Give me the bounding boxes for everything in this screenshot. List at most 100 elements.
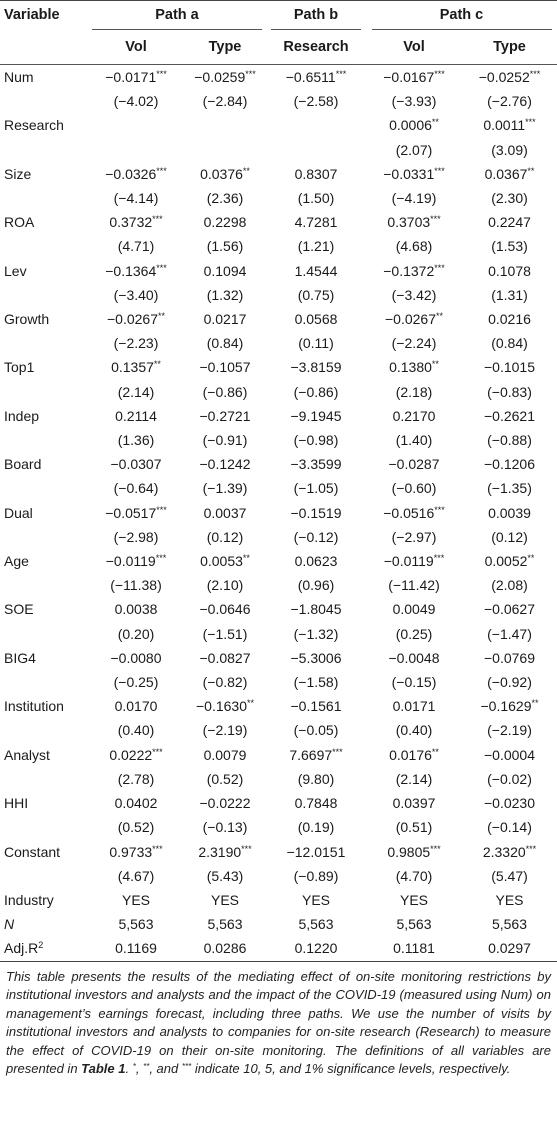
variable-name: Size — [4, 165, 32, 182]
table-row: ROA 0.3732*** 0.2298 4.7281 0.3703*** 0.2247 — [0, 210, 557, 234]
table-cell: −0.1372*** — [383, 262, 445, 279]
table-cell: (−0.14) — [487, 819, 532, 836]
column-header: Vol — [88, 30, 184, 65]
table-cell: 0.0367** — [484, 165, 535, 182]
table-cell: 0.9805*** — [387, 843, 441, 860]
table-row: (0.52) (−0.13) (0.19) (0.51) (−0.14) — [0, 815, 557, 839]
variable-name: Analyst — [4, 746, 50, 763]
table-cell: −0.0646 — [199, 601, 251, 618]
table-cell: (−0.91) — [202, 432, 248, 449]
variable-name — [0, 670, 88, 694]
table-cell: (−2.19) — [202, 722, 248, 739]
table-cell: 5,563 — [118, 916, 154, 933]
table-cell: −0.0307 — [110, 456, 162, 473]
table-cell: −0.0004 — [484, 746, 535, 763]
table-cell: 0.1181 — [366, 936, 462, 962]
table-cell: 1.4544 — [294, 262, 338, 279]
table-row: SOE 0.0038 −0.0646 −1.8045 0.0049 −0.0627 — [0, 597, 557, 621]
table-cell: 5,563 — [207, 916, 243, 933]
table-cell: 0.3732*** — [109, 214, 163, 231]
table-cell: 0.0053** — [200, 553, 250, 570]
table-cell: (2.78) — [117, 770, 155, 787]
table-row: Industry YES YES YES YES YES — [0, 888, 557, 912]
table-cell: (−0.98) — [293, 432, 339, 449]
table-cell: 0.7848 — [294, 795, 338, 812]
table-row: Growth −0.0267** 0.0217 0.0568 −0.0267** 0.02… — [0, 307, 557, 331]
table-cell: (−2.97) — [391, 528, 437, 545]
significance-stars: *** — [434, 504, 445, 515]
table-row: HHI 0.0402 −0.0222 0.7848 0.0397 −0.0230 — [0, 791, 557, 815]
table-cell: (−4.14) — [113, 190, 159, 207]
significance-stars: *** — [332, 746, 343, 757]
table-cell: (0.40) — [117, 722, 155, 739]
table-cell: −0.0119*** — [105, 553, 167, 570]
variable-name: Growth — [4, 311, 50, 328]
table-cell: 0.0170 — [114, 698, 158, 715]
table-cell: (−2.76) — [487, 93, 532, 110]
significance-stars: *** — [335, 69, 347, 79]
table-body: Num −0.0171*** −0.0259*** −0.6511*** −0.0167… — [0, 65, 557, 962]
table-cell: 0.1169 — [88, 936, 184, 962]
table-cell: 0.0216 — [488, 311, 531, 328]
table-cell: −0.0331*** — [383, 165, 445, 182]
table-row: Age −0.0119*** 0.0053** 0.0623 −0.0119*** 0.0… — [0, 549, 557, 573]
table-row: Board −0.0307 −0.1242 −3.3599 −0.0287 −0.1206 — [0, 452, 557, 476]
table-cell: 0.0568 — [294, 311, 338, 328]
table-cell: (0.25) — [395, 625, 433, 642]
table-cell: (−1.32) — [293, 625, 339, 642]
table-cell: −0.2621 — [484, 407, 535, 424]
table-cell: (2.18) — [395, 383, 433, 400]
variable-name: Research — [4, 117, 64, 134]
column-header: Research — [266, 30, 366, 65]
table-cell: (−0.92) — [487, 674, 532, 691]
significance-stars: ** — [527, 553, 535, 564]
significance-marker: ** — [143, 1062, 150, 1072]
table-cell — [266, 138, 366, 162]
table-cell: −0.0230 — [484, 795, 535, 812]
table-cell: 0.0171 — [392, 698, 436, 715]
table-cell: (−1.05) — [293, 480, 339, 497]
table-cell: YES — [210, 891, 239, 908]
table-row: (0.20) (−1.51) (−1.32) (0.25) (−1.47) — [0, 622, 557, 646]
table-cell: (1.56) — [206, 238, 244, 255]
variable-name — [0, 428, 88, 452]
table-cell: (−0.60) — [391, 480, 437, 497]
header-blank — [0, 30, 88, 65]
variable-name: Num — [4, 69, 34, 85]
group-header-path-b: Path b — [266, 1, 366, 30]
variable-name — [0, 234, 88, 258]
note-text: . — [125, 1061, 133, 1077]
variable-name — [0, 815, 88, 839]
table-cell: (−11.38) — [110, 577, 162, 594]
table-row: (−0.25) (−0.82) (−1.58) (−0.15) (−0.92) — [0, 670, 557, 694]
table-cell: (0.12) — [491, 528, 528, 545]
table-cell: (−0.13) — [202, 819, 248, 836]
significance-stars: ** — [242, 165, 250, 176]
variable-header: Variable — [4, 7, 60, 23]
table-cell: −0.0167*** — [383, 69, 445, 85]
table-cell: 0.1380** — [389, 359, 439, 376]
table-cell: (−0.88) — [487, 432, 532, 449]
table-row: Research 0.0006** 0.0011*** — [0, 113, 557, 137]
group-header-path-c: Path c — [366, 1, 557, 30]
variable-name — [0, 718, 88, 742]
table-row: Size −0.0326*** 0.0376** 0.8307 −0.0331*** 0.… — [0, 162, 557, 186]
table-row: (−3.40) (1.32) (0.75) (−3.42) (1.31) — [0, 283, 557, 307]
group-label: Path a — [92, 1, 262, 30]
table-cell: 0.0039 — [488, 504, 531, 521]
table-cell: (0.40) — [395, 722, 433, 739]
table-cell: (4.67) — [117, 867, 155, 884]
table-cell: (0.96) — [297, 577, 335, 594]
table-cell: −0.1630** — [195, 698, 254, 715]
table-cell: −0.0827 — [199, 649, 251, 666]
significance-stars: ** — [435, 311, 443, 322]
table-cell — [266, 113, 366, 137]
table-cell: (0.51) — [395, 819, 433, 836]
variable-name — [0, 622, 88, 646]
table-cell: (1.21) — [297, 238, 335, 255]
table-cell: −0.0048 — [388, 649, 440, 666]
table-cell: (0.84) — [491, 335, 528, 352]
column-header: Vol — [366, 30, 462, 65]
table-row: Adj.R2 0.1169 0.0286 0.1220 0.1181 0.0297 — [0, 936, 557, 962]
table-cell: −0.1057 — [199, 359, 251, 376]
